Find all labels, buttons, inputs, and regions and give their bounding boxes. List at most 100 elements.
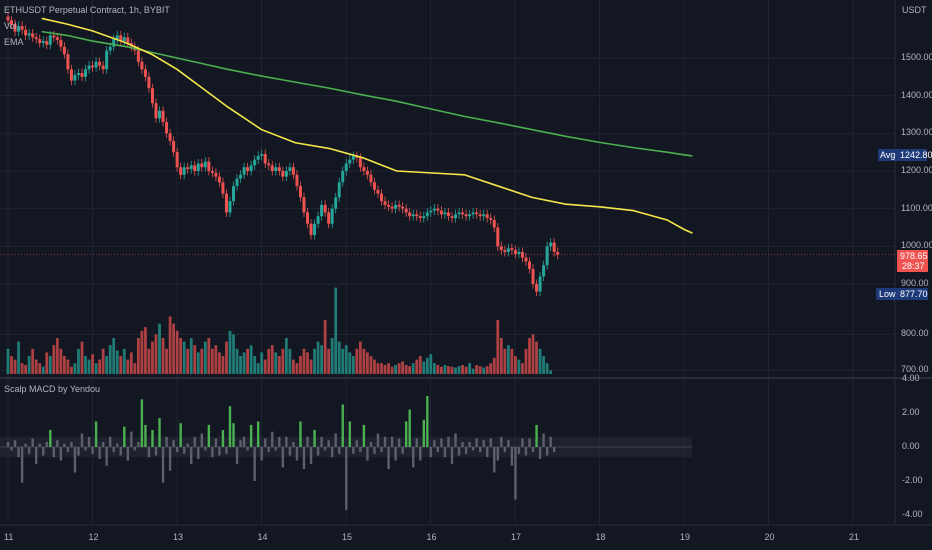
macd-bar xyxy=(197,447,200,459)
volume-bar xyxy=(499,338,503,374)
macd-bar xyxy=(369,441,373,447)
macd-bar xyxy=(158,418,161,447)
volume-bar xyxy=(380,363,383,374)
volume-bars xyxy=(6,287,553,374)
candle-body xyxy=(98,61,102,66)
candle-body xyxy=(91,65,95,68)
volume-bar xyxy=(24,365,28,374)
macd-bar xyxy=(105,447,108,466)
candle-body xyxy=(520,251,524,258)
price-tick-label: 1100.00 xyxy=(901,202,932,213)
volume-bar xyxy=(330,338,334,374)
macd-panel-title[interactable]: Scalp MACD by Yendou xyxy=(4,384,101,394)
volume-bar xyxy=(218,352,221,374)
macd-bar xyxy=(436,447,440,453)
volume-bar xyxy=(475,365,479,374)
candle-body xyxy=(422,216,426,219)
volume-bar xyxy=(154,334,158,374)
volume-bar xyxy=(299,356,302,374)
candle-body xyxy=(150,88,154,104)
volume-bar xyxy=(172,323,176,374)
candle-body xyxy=(31,33,35,38)
time-tick-label: 12 xyxy=(88,532,99,542)
macd-bar xyxy=(450,447,454,464)
time-tick-label: 14 xyxy=(257,532,268,542)
candle-body xyxy=(446,212,450,217)
macd-bar xyxy=(207,424,211,447)
volume-bar xyxy=(422,361,426,374)
macd-bar xyxy=(87,436,91,447)
volume-bar xyxy=(415,359,419,374)
macd-bar xyxy=(38,443,41,447)
volume-bar xyxy=(457,366,461,374)
volume-bar xyxy=(31,348,35,374)
ema-indicator-label[interactable]: EMA xyxy=(4,37,24,47)
candle-body xyxy=(436,208,440,211)
candle-body xyxy=(105,50,109,70)
candle-body xyxy=(485,214,489,219)
macd-bar xyxy=(507,440,510,447)
volume-bar xyxy=(193,345,197,374)
candle-body xyxy=(108,46,112,51)
volume-bar xyxy=(249,345,253,374)
candles xyxy=(6,12,560,297)
macd-bar xyxy=(503,447,507,453)
candle-body xyxy=(496,227,500,247)
macd-bar xyxy=(471,447,475,451)
macd-bar xyxy=(422,419,425,447)
volume-bar xyxy=(492,357,496,374)
macd-bar xyxy=(285,436,288,447)
macd-bar xyxy=(426,396,429,447)
macd-bar xyxy=(267,447,270,453)
macd-bar xyxy=(302,447,306,470)
volume-bar xyxy=(105,356,109,374)
macd-bar xyxy=(101,441,105,447)
candle-body xyxy=(10,20,14,25)
macd-bar xyxy=(130,431,133,447)
volume-bar xyxy=(387,363,390,374)
volume-bar xyxy=(242,352,246,374)
volume-bar xyxy=(535,341,538,374)
macd-bar xyxy=(348,421,351,447)
volume-bar xyxy=(295,363,299,374)
macd-bar xyxy=(116,443,119,447)
macd-bar xyxy=(288,447,292,456)
candle-body xyxy=(471,212,475,215)
macd-bar xyxy=(27,447,31,454)
volume-bar xyxy=(246,348,250,374)
volume-bar xyxy=(91,354,94,374)
volume-bar xyxy=(506,345,510,374)
volume-bar xyxy=(320,345,324,374)
macd-bar xyxy=(94,421,98,447)
candle-body xyxy=(443,212,447,215)
volume-bar xyxy=(59,348,63,374)
candle-body xyxy=(351,155,355,160)
volume-bar xyxy=(144,327,147,374)
volume-bar xyxy=(221,356,225,374)
volume-bar xyxy=(45,352,49,374)
volume-bar xyxy=(207,338,211,374)
volume-bar xyxy=(284,338,288,374)
price-tick-label: 1300.00 xyxy=(901,127,932,138)
macd-histogram xyxy=(6,396,556,510)
macd-tick-label: -4.00 xyxy=(902,509,923,519)
volume-bar xyxy=(524,348,528,374)
macd-bar xyxy=(218,447,221,456)
symbol-title[interactable]: ETHUSDT Perpetual Contract, 1h, BYBIT xyxy=(4,5,170,15)
macd-bar xyxy=(17,447,20,458)
volume-bar xyxy=(10,356,13,374)
volume-indicator-label[interactable]: Vol xyxy=(4,21,17,31)
time-tick-label: 19 xyxy=(680,532,691,542)
volume-bar xyxy=(158,323,161,374)
volume-bar xyxy=(341,348,345,374)
macd-bar xyxy=(440,438,443,447)
volume-bar xyxy=(401,361,405,374)
volume-bar xyxy=(440,366,443,374)
candle-body xyxy=(80,73,84,77)
avg-tag-value: 1242.80 xyxy=(900,150,932,160)
macd-bar xyxy=(514,447,517,500)
price-tick-label: 700.00 xyxy=(901,364,929,375)
volume-bar xyxy=(108,345,112,374)
candle-body xyxy=(552,242,556,252)
